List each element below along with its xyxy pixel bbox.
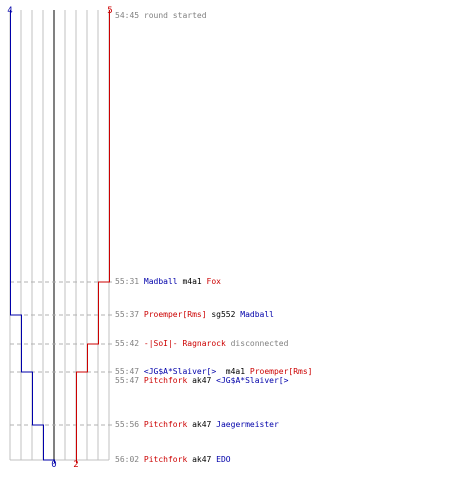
event-row: 55:47 <JG$A*Slaiver[> m4a1 Proemper[Rms]: [115, 367, 313, 376]
event-row: 55:31 Madball m4a1 Fox: [115, 277, 221, 286]
event-row: 55:56 Pitchfork ak47 Jaegermeister: [115, 420, 279, 429]
player-grid: [9, 10, 110, 461]
player-name-red: Pitchfork: [143, 376, 188, 385]
blue-team-start-count: 4: [7, 6, 12, 16]
red-team-start-count: 5: [107, 6, 112, 16]
player-name-red: Pitchfork: [143, 455, 188, 464]
event-time: 55:47: [115, 376, 144, 385]
player-name-blue: <JG$A*Slaiver[>: [216, 376, 289, 385]
player-name-red: Proemper[Rms]: [249, 367, 313, 376]
event-row: 54:45 round started: [115, 11, 207, 20]
player-name-blue: Jaegermeister: [216, 420, 279, 429]
blue-team-alive-line: [10, 10, 55, 463]
event-time: 55:31: [115, 277, 144, 286]
event-time: 55:56: [115, 420, 144, 429]
weapon-name: m4a1: [216, 367, 250, 376]
weapon-name: ak47: [187, 455, 217, 464]
event-row: 55:42 -|SoI|- Ragnarock disconnected: [115, 339, 288, 348]
event-row: 55:37 Proemper[Rms] sg552 Madball: [115, 310, 274, 319]
weapon-name: m4a1: [177, 277, 207, 286]
red-team-end-count: 2: [73, 460, 78, 470]
event-guide-lines: [10, 281, 112, 426]
red-team-alive-line: [76, 10, 110, 463]
player-name-red: -|SoI|- Ragnarock: [143, 339, 226, 348]
event-row: 55:47 Pitchfork ak47 <JG$A*Slaiver[>: [115, 376, 288, 385]
event-time: 55:37: [115, 310, 144, 319]
event-time: 55:47: [115, 367, 144, 376]
weapon-name: sg552: [206, 310, 241, 319]
player-name-red: Proemper[Rms]: [143, 310, 207, 319]
player-name-blue: <JG$A*Slaiver[>: [143, 367, 217, 376]
weapon-name: ak47: [187, 420, 217, 429]
player-name-red: Fox: [206, 277, 221, 286]
blue-team-end-count: 0: [51, 460, 56, 470]
player-name-blue: EDO: [216, 455, 231, 464]
weapon-name: ak47: [187, 376, 217, 385]
event-row: 56:02 Pitchfork ak47 EDO: [115, 455, 231, 464]
player-name-red: Pitchfork: [143, 420, 188, 429]
event-message: round started: [143, 11, 207, 20]
player-name-blue: Madball: [143, 277, 178, 286]
player-name-blue: Madball: [240, 310, 274, 319]
event-time: 56:02: [115, 455, 144, 464]
event-message: disconnected: [225, 339, 289, 348]
event-time: 54:45: [115, 11, 144, 20]
event-time: 55:42: [115, 339, 144, 348]
